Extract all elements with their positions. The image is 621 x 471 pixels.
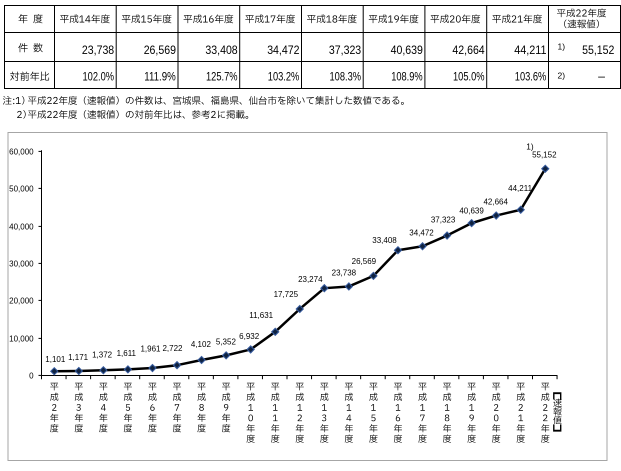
svg-text:44,211: 44,211 [514, 43, 546, 57]
svg-text:20,000: 20,000 [9, 297, 34, 306]
svg-text:33,408: 33,408 [372, 236, 397, 245]
svg-text:11,631: 11,631 [249, 311, 273, 320]
svg-text:105.0%: 105.0% [453, 70, 485, 84]
svg-text:–: – [598, 69, 605, 83]
svg-text:50,000: 50,000 [9, 185, 34, 194]
svg-text:17,725: 17,725 [274, 290, 299, 299]
svg-text:55,152: 55,152 [532, 151, 557, 160]
svg-text:4,102: 4,102 [191, 340, 212, 349]
svg-text:108.9%: 108.9% [391, 70, 423, 84]
svg-text:10,000: 10,000 [9, 335, 34, 344]
svg-text:103.2%: 103.2% [268, 70, 300, 84]
svg-text:1,101: 1,101 [45, 355, 66, 364]
svg-text:1,961: 1,961 [140, 344, 161, 353]
svg-text:0: 0 [29, 372, 34, 381]
svg-text:40,000: 40,000 [9, 223, 34, 232]
svg-text:42,664: 42,664 [483, 198, 508, 207]
svg-text:37,323: 37,323 [329, 43, 361, 57]
svg-text:103.6%: 103.6% [515, 70, 547, 84]
svg-text:1,372: 1,372 [92, 351, 113, 360]
svg-text:40,639: 40,639 [459, 207, 484, 216]
svg-text:23,274: 23,274 [298, 275, 323, 284]
svg-text:102.0%: 102.0% [83, 70, 115, 84]
svg-text:5,352: 5,352 [216, 338, 237, 347]
svg-text:2): 2) [558, 71, 566, 81]
svg-text:37,323: 37,323 [431, 216, 456, 225]
svg-text:26,569: 26,569 [144, 43, 176, 57]
svg-text:33,408: 33,408 [205, 43, 237, 57]
svg-text:1): 1) [558, 41, 566, 51]
svg-text:6,932: 6,932 [239, 332, 260, 341]
svg-text:2,722: 2,722 [162, 344, 183, 353]
svg-text:108.3%: 108.3% [330, 70, 362, 84]
svg-text:30,000: 30,000 [9, 260, 34, 269]
svg-text:42,664: 42,664 [452, 43, 484, 57]
svg-text:1): 1) [526, 141, 534, 151]
svg-text:55,152: 55,152 [582, 43, 614, 57]
svg-text:44,211: 44,211 [508, 184, 532, 193]
svg-text:111.9%: 111.9% [144, 70, 176, 84]
svg-text:34,472: 34,472 [267, 43, 299, 57]
svg-text:40,639: 40,639 [391, 43, 423, 57]
svg-text:1,611: 1,611 [117, 349, 137, 358]
svg-text:60,000: 60,000 [9, 148, 34, 157]
svg-text:34,472: 34,472 [409, 229, 434, 238]
svg-text:125.7%: 125.7% [206, 70, 238, 84]
svg-text:23,738: 23,738 [332, 268, 357, 277]
svg-text:1,171: 1,171 [68, 353, 89, 362]
svg-text:26,569: 26,569 [352, 257, 377, 266]
svg-text:23,738: 23,738 [82, 43, 114, 57]
